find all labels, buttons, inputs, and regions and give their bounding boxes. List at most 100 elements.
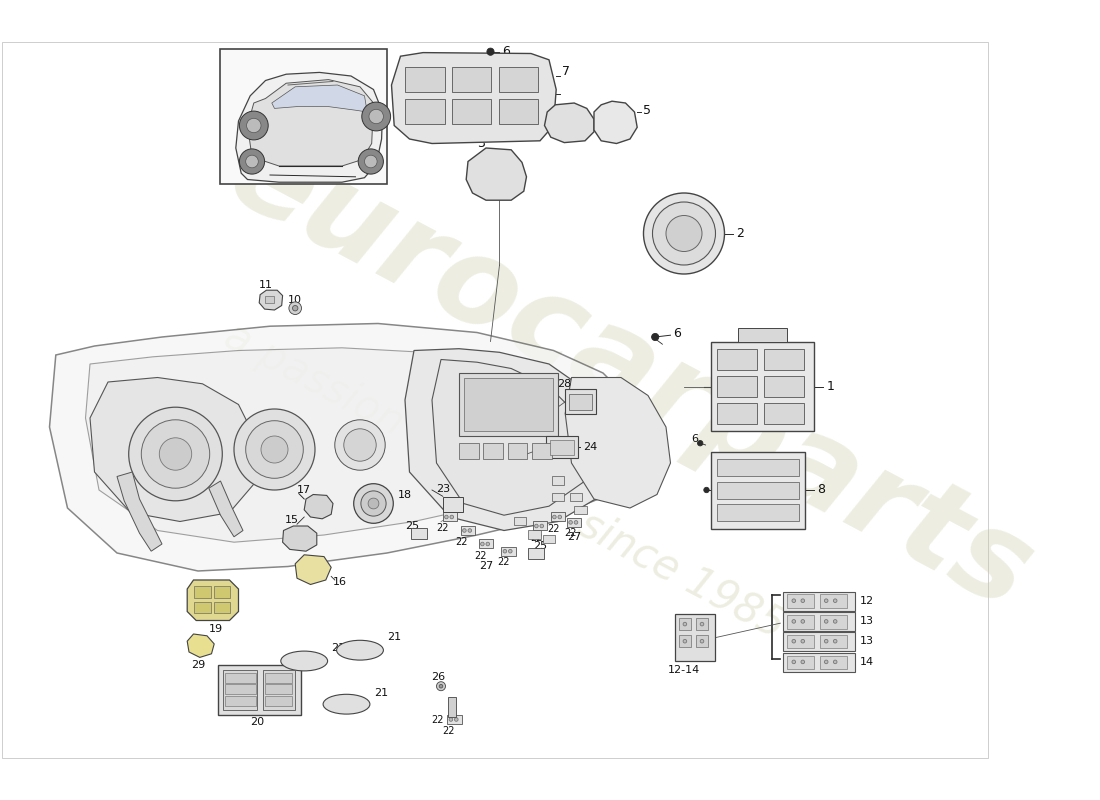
Bar [552, 493, 564, 501]
Circle shape [468, 529, 472, 532]
Circle shape [359, 149, 384, 174]
Bar [223, 670, 257, 710]
Bar [226, 684, 255, 694]
Circle shape [503, 550, 507, 553]
Bar [569, 394, 592, 410]
Text: 25: 25 [532, 541, 547, 550]
Circle shape [486, 542, 490, 546]
Circle shape [334, 420, 385, 470]
Bar [711, 452, 805, 529]
Circle shape [801, 599, 804, 602]
Text: 21: 21 [387, 632, 402, 642]
Circle shape [683, 622, 686, 626]
Bar [265, 684, 293, 694]
Bar [265, 673, 293, 682]
Circle shape [344, 429, 376, 461]
Polygon shape [86, 348, 603, 542]
Bar [788, 655, 814, 669]
Bar [820, 594, 847, 608]
Circle shape [666, 215, 702, 251]
Polygon shape [432, 359, 590, 515]
Text: 22: 22 [564, 528, 576, 538]
Bar [820, 635, 847, 648]
Circle shape [454, 718, 458, 722]
Bar [448, 697, 456, 717]
Bar [448, 715, 462, 724]
Circle shape [240, 111, 268, 140]
Circle shape [487, 48, 494, 55]
Bar [565, 390, 596, 414]
Polygon shape [187, 580, 239, 621]
Circle shape [701, 622, 704, 626]
Bar [574, 506, 586, 514]
Text: 27: 27 [478, 562, 493, 571]
Text: 26: 26 [431, 672, 446, 682]
Circle shape [792, 619, 795, 623]
Bar [764, 376, 804, 398]
Circle shape [463, 529, 466, 532]
Text: 21: 21 [374, 688, 388, 698]
Circle shape [834, 660, 837, 664]
Text: 8: 8 [817, 483, 825, 497]
Circle shape [824, 639, 828, 643]
Text: 6: 6 [691, 434, 698, 444]
Text: 27: 27 [568, 532, 581, 542]
Bar [788, 635, 814, 648]
Bar [717, 376, 757, 398]
Text: 4: 4 [547, 92, 554, 105]
Bar [498, 67, 538, 92]
Bar [738, 328, 788, 342]
Polygon shape [272, 85, 367, 112]
Circle shape [362, 102, 390, 131]
Bar [679, 618, 691, 630]
Circle shape [261, 436, 288, 463]
Bar [711, 342, 814, 431]
Text: 16: 16 [333, 577, 346, 586]
Text: 1: 1 [826, 380, 834, 393]
Polygon shape [466, 148, 527, 200]
Bar [550, 439, 574, 455]
Bar [679, 635, 691, 647]
Text: 25: 25 [405, 521, 419, 531]
Bar [265, 696, 293, 706]
Circle shape [361, 491, 386, 516]
Circle shape [439, 684, 443, 688]
Circle shape [354, 484, 394, 523]
Text: 17: 17 [297, 485, 311, 495]
Text: 28: 28 [558, 379, 571, 389]
Circle shape [792, 639, 795, 643]
Bar [764, 349, 804, 370]
Text: 3: 3 [477, 137, 485, 150]
Polygon shape [50, 323, 648, 571]
Circle shape [834, 599, 837, 602]
Circle shape [129, 407, 222, 501]
Text: 22: 22 [547, 524, 560, 534]
Bar [717, 482, 800, 499]
Bar [764, 402, 804, 424]
Circle shape [801, 619, 804, 623]
Bar [532, 443, 552, 459]
Text: 19: 19 [209, 625, 223, 634]
Bar [820, 615, 847, 629]
Bar [528, 547, 544, 559]
Text: 11: 11 [258, 280, 273, 290]
Bar [717, 349, 757, 370]
Bar [507, 443, 527, 459]
Bar [695, 618, 708, 630]
Bar [452, 98, 492, 124]
Text: a passion for parts since 1985: a passion for parts since 1985 [217, 315, 791, 647]
Bar [552, 477, 564, 485]
Bar [405, 67, 444, 92]
Polygon shape [283, 526, 317, 551]
Polygon shape [209, 481, 243, 537]
Circle shape [444, 515, 448, 518]
Circle shape [368, 498, 378, 509]
Bar [788, 615, 814, 629]
Text: 6: 6 [673, 327, 681, 340]
Circle shape [644, 193, 725, 274]
Circle shape [569, 521, 572, 524]
Circle shape [234, 409, 315, 490]
Bar [551, 513, 565, 522]
Bar [483, 443, 503, 459]
Polygon shape [295, 554, 331, 585]
